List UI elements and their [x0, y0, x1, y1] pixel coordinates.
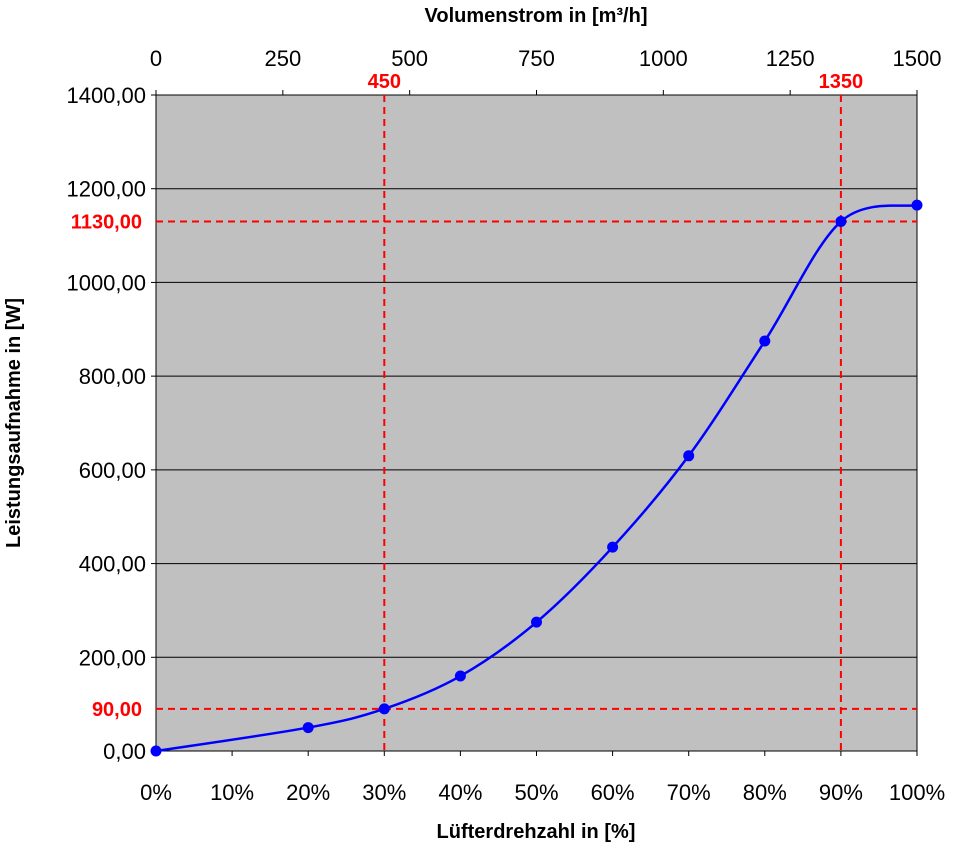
- series-line: [155, 203, 918, 753]
- data-point: [911, 199, 923, 211]
- data-point: [302, 722, 314, 734]
- plot-area: [155, 94, 918, 752]
- reference-label-vertical: 1350: [819, 71, 864, 93]
- reference-label-horizontal: 1130,00: [71, 212, 142, 234]
- top-x-tick-label: 1250: [766, 46, 815, 71]
- data-point: [835, 216, 847, 228]
- top-x-axis-ticks: 0 250 500 750 1000 1250 1500: [150, 46, 942, 95]
- x-tick-label: 60%: [591, 780, 635, 805]
- data-point: [150, 745, 162, 757]
- x-tick-label: 30%: [362, 780, 406, 805]
- y-tick-label: 800,00: [79, 364, 146, 389]
- x-tick-label: 70%: [667, 780, 711, 805]
- x-tick-label: 80%: [743, 780, 787, 805]
- top-x-tick-label: 250: [264, 46, 301, 71]
- y-axis-ticks: 0,00 200,00 400,00 600,00 800,00 1000,00 1200,…: [66, 83, 156, 764]
- data-point: [759, 335, 771, 347]
- y-tick-label: 200,00: [79, 645, 146, 670]
- reference-label-horizontal: 90,00: [92, 699, 142, 721]
- x-tick-label: 50%: [514, 780, 558, 805]
- y-tick-label: 1000,00: [66, 270, 146, 295]
- data-point: [454, 670, 466, 682]
- top-x-tick-label: 1000: [639, 46, 688, 71]
- top-x-tick-label: 0: [150, 46, 162, 71]
- x-axis-title: Lüfterdrehzahl in [%]: [437, 821, 636, 843]
- x-tick-label: 10%: [210, 780, 254, 805]
- y-tick-label: 400,00: [79, 552, 146, 577]
- top-x-tick-label: 750: [518, 46, 555, 71]
- x-tick-label: 90%: [819, 780, 863, 805]
- top-x-axis-title: Volumenstrom in [m³/h]: [425, 5, 648, 27]
- y-tick-label: 1200,00: [66, 177, 146, 202]
- y-tick-label: 1400,00: [66, 83, 146, 108]
- x-tick-label: 40%: [438, 780, 482, 805]
- reference-lines: 450 1350 90,00 1130,00: [71, 71, 917, 751]
- data-point: [378, 703, 390, 715]
- x-tick-label: 100%: [889, 780, 945, 805]
- x-tick-label: 20%: [286, 780, 330, 805]
- top-x-tick-label: 500: [391, 46, 428, 71]
- series-layer: [150, 199, 923, 757]
- y-axis-title: Leistungsaufnahme in [W]: [3, 298, 25, 548]
- grid-lines: [156, 188, 917, 658]
- x-axis-ticks: 0% 10% 20% 30% 40% 50% 60% 70% 80% 90% 100%: [140, 751, 945, 805]
- data-point: [683, 450, 695, 462]
- top-x-tick-label: 1500: [893, 46, 942, 71]
- x-tick-label: 0%: [140, 780, 172, 805]
- data-point: [607, 541, 619, 553]
- y-tick-label: 600,00: [79, 458, 146, 483]
- y-tick-label: 0,00: [103, 739, 146, 764]
- reference-label-vertical: 450: [368, 71, 401, 93]
- data-point: [531, 616, 542, 628]
